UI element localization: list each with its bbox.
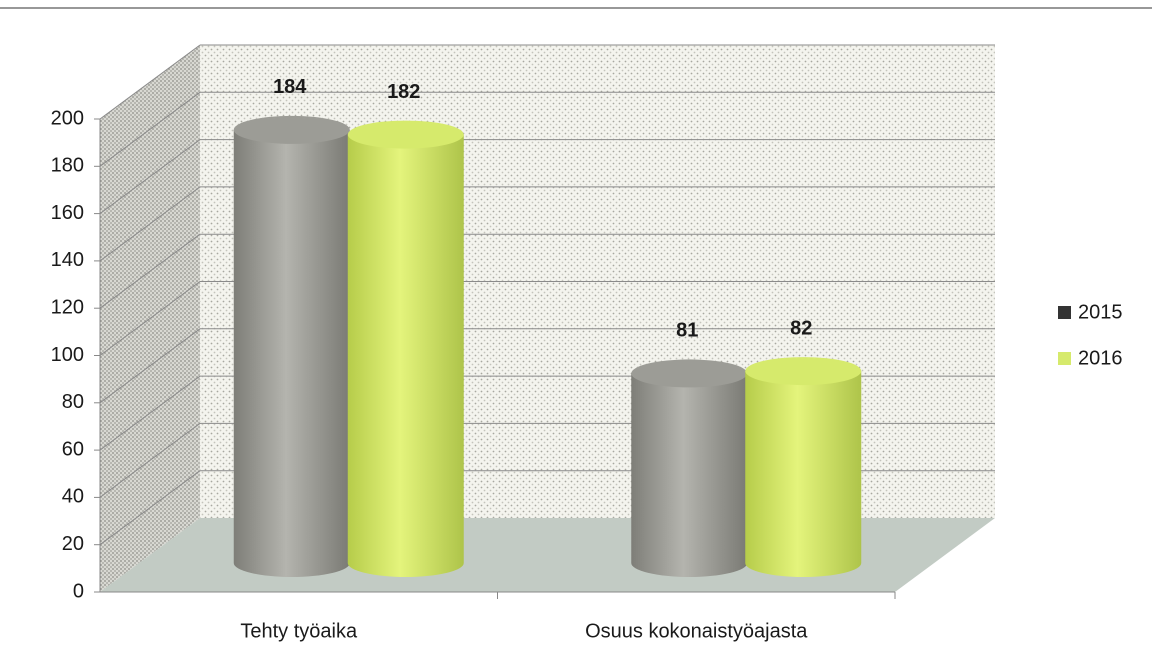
cylinder xyxy=(631,359,748,577)
y-tick-label: 180 xyxy=(51,155,84,177)
y-tick-label: 40 xyxy=(62,486,84,508)
x-tick-label: Tehty työaika xyxy=(240,620,358,642)
cylinder xyxy=(233,115,350,577)
grid-line xyxy=(99,139,201,215)
legend-label: 2015 xyxy=(1078,301,1123,323)
grid-line xyxy=(99,233,201,309)
cylinder-body xyxy=(233,129,350,577)
cylinder xyxy=(745,357,862,577)
cylinder-top xyxy=(745,357,862,386)
grid-line xyxy=(99,44,201,120)
cylinder-body xyxy=(745,371,862,577)
y-tick-label: 120 xyxy=(51,296,84,318)
y-tick-label: 80 xyxy=(62,391,84,413)
y-tick-label: 20 xyxy=(62,533,84,555)
data-label: 82 xyxy=(790,317,812,339)
grid-line xyxy=(99,375,201,451)
cylinder-body xyxy=(347,134,464,577)
grid-line xyxy=(99,186,201,262)
cylinder-top xyxy=(233,115,350,144)
y-tick-label: 60 xyxy=(62,438,84,460)
y-tick-label: 200 xyxy=(51,107,84,129)
y-tick-label: 100 xyxy=(51,344,84,366)
grid-line xyxy=(99,91,201,167)
legend-label: 2016 xyxy=(1078,347,1123,369)
legend-swatch xyxy=(1058,352,1071,365)
cylinder-body xyxy=(631,373,748,577)
data-label: 182 xyxy=(387,81,420,103)
cylinder-top xyxy=(347,120,464,149)
grid-line xyxy=(99,281,201,356)
cylinder-top xyxy=(631,359,748,388)
grid-line xyxy=(99,470,201,546)
data-label: 81 xyxy=(676,320,698,342)
y-tick-label: 0 xyxy=(73,580,84,602)
grid-line xyxy=(99,422,201,498)
data-label: 184 xyxy=(273,76,307,98)
y-tick-label: 140 xyxy=(51,249,84,271)
legend-swatch xyxy=(1058,306,1071,319)
cylinder xyxy=(347,120,464,577)
grid-line xyxy=(99,328,201,404)
y-tick-label: 160 xyxy=(51,202,84,224)
x-tick-label: Osuus kokonaistyöajasta xyxy=(585,620,808,642)
